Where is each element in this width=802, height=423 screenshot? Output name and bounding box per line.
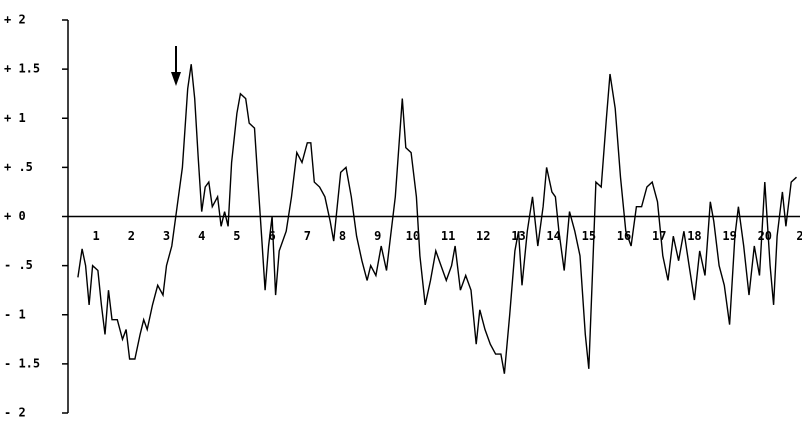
y-tick-label: + 1.5 <box>4 62 40 76</box>
x-tick-label: 8 <box>339 229 346 243</box>
arrow-head <box>171 72 181 86</box>
x-tick-label: 6 <box>268 229 275 243</box>
x-tick-label: 4 <box>198 229 205 243</box>
data-line <box>77 64 797 374</box>
y-tick-label: - .5 <box>4 258 33 272</box>
x-tick-label: 9 <box>374 229 381 243</box>
x-tick-label: 20 <box>758 229 772 243</box>
y-tick-label: + .5 <box>4 160 33 174</box>
x-tick-label: 14 <box>546 229 560 243</box>
y-tick-label: - 2 <box>4 406 26 420</box>
x-tick-label: 5 <box>233 229 240 243</box>
x-tick-label: 19 <box>722 229 736 243</box>
x-tick-label: 10 <box>406 229 420 243</box>
y-tick-label: - 1.5 <box>4 356 40 370</box>
y-tick-label: - 1 <box>4 307 26 321</box>
x-tick-label: 3 <box>163 229 170 243</box>
y-tick-label: + 1 <box>4 111 26 125</box>
x-tick-label: 12 <box>476 229 490 243</box>
x-tick-label: 16 <box>617 229 631 243</box>
x-tick-label: 17 <box>652 229 666 243</box>
x-tick-label: 15 <box>582 229 596 243</box>
x-tick-label: 18 <box>687 229 701 243</box>
x-tick-label: 1 <box>93 229 100 243</box>
y-tick-label: + 0 <box>4 209 26 223</box>
y-tick-label: + 2 <box>4 13 26 27</box>
x-tick-label: 11 <box>441 229 455 243</box>
x-tick-label: 2 <box>128 229 135 243</box>
x-tick-label: 2 <box>796 229 802 243</box>
x-tick-label: 7 <box>304 229 311 243</box>
